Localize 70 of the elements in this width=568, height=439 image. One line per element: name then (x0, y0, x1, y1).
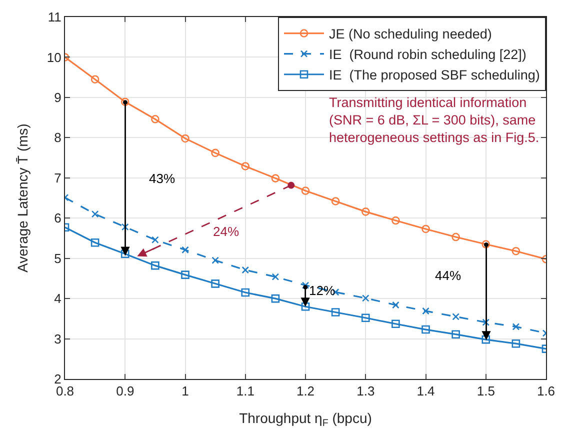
point (151, 261, 160, 270)
y-tick-label: 5 (54, 250, 62, 266)
point (512, 339, 520, 348)
point (271, 174, 280, 182)
y-tick-label: 6 (54, 210, 62, 226)
legend-label: JE (No scheduling needed) (329, 26, 492, 42)
point (181, 134, 190, 143)
x-tick-label: 1.2 (296, 384, 315, 399)
point (422, 325, 430, 334)
point (152, 236, 159, 244)
x-tick-label: 1.3 (356, 384, 375, 399)
point (91, 210, 99, 218)
point (301, 186, 310, 195)
point (151, 115, 160, 124)
y-tick-label: 11 (48, 10, 62, 25)
annotation: 24% (213, 224, 240, 239)
point (331, 308, 340, 316)
point (422, 307, 430, 315)
point (90, 238, 100, 247)
y-tick-label: 7 (54, 170, 62, 186)
legend-label: IE (The proposed SBF scheduling) (329, 68, 540, 83)
point (452, 330, 460, 338)
point (361, 208, 370, 216)
point (241, 162, 250, 170)
point (121, 223, 129, 231)
x-axis-title: Throughput η$_{F}$ (bpcu) (239, 410, 372, 429)
legend-label: IE (Round robin scheduling [22]) (329, 47, 526, 62)
point (422, 224, 430, 234)
point (361, 314, 370, 322)
x-tick-label: 0.9 (116, 384, 134, 399)
point (452, 313, 460, 320)
x-tick-label: 1.5 (476, 384, 495, 399)
point (392, 301, 400, 309)
x-tick-label: 1.1 (236, 384, 254, 399)
point (272, 273, 280, 280)
point (301, 302, 310, 311)
annotation: 43% (149, 171, 176, 186)
y-tick-label: 3 (54, 331, 62, 346)
point (212, 256, 219, 264)
point (452, 232, 460, 242)
point (242, 266, 250, 274)
point (512, 323, 520, 330)
point (271, 294, 280, 303)
y-tick-label: 8 (54, 130, 62, 146)
x-tick-label: 1.6 (536, 384, 556, 399)
point (482, 335, 490, 344)
point (482, 318, 490, 326)
y-tick-label: 9 (54, 90, 62, 105)
point (392, 320, 400, 328)
y-tick-label: 10 (46, 50, 62, 65)
point (331, 197, 340, 206)
point (362, 294, 370, 302)
point (90, 75, 100, 84)
x-tick-label: 1.4 (416, 384, 435, 399)
annotation: Transmitting identical information (SNR = 6 dB, ΣL = 300 bits), same heterogeneous settings as in Fig.5. (329, 95, 540, 146)
y-tick-label: 4 (54, 291, 62, 306)
point (241, 288, 250, 297)
point (211, 148, 220, 158)
point (120, 250, 130, 258)
point (302, 282, 310, 289)
point (211, 280, 220, 288)
y-axis-title: Average Latency T̄ (ms) (14, 124, 31, 272)
x-tick-label: 1 (182, 384, 189, 399)
annotation: 44% (435, 268, 462, 283)
point (181, 270, 190, 279)
point (182, 246, 189, 254)
point (392, 216, 400, 225)
point (512, 246, 520, 256)
point (482, 240, 490, 248)
point (120, 98, 130, 106)
